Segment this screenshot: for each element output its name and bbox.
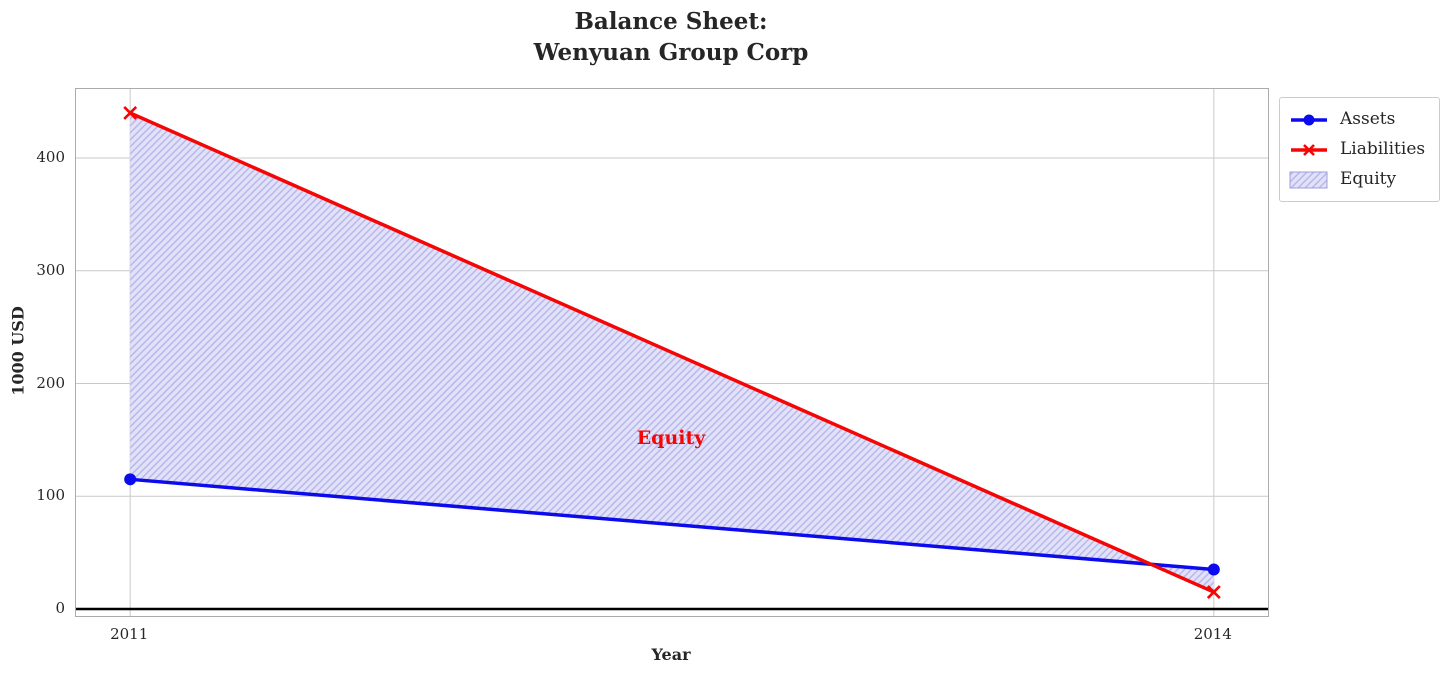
equity-annotation: Equity [636, 426, 706, 449]
y-tick-label: 100 [36, 486, 65, 505]
x-tick-label: 2011 [110, 625, 149, 643]
legend-label-assets: Assets [1340, 109, 1396, 129]
x-tick-label: 2014 [1193, 625, 1232, 643]
y-tick-label: 400 [36, 148, 65, 167]
y-tick-label: 200 [36, 373, 65, 392]
equity-hatch-sample-icon [1289, 171, 1328, 188]
legend-item-liabilities: Liabilities [1289, 137, 1425, 162]
x-axis-label: Year [651, 645, 691, 664]
liabilities-line-sample-icon [1291, 143, 1327, 156]
y-tick-label: 300 [36, 260, 65, 279]
data-series [123, 106, 1221, 599]
legend-item-assets: Assets [1289, 107, 1425, 132]
legend-item-equity: Equity [1289, 167, 1425, 192]
assets-line-sample-icon [1291, 114, 1327, 125]
legend: Assets Liabilities Equity [1279, 97, 1441, 202]
chart-title: Balance Sheet: Wenyuan Group Corp [533, 8, 809, 66]
plot-area [75, 88, 1269, 617]
legend-label-equity: Equity [1340, 169, 1397, 189]
legend-label-liabilities: Liabilities [1340, 139, 1426, 159]
chart-canvas [76, 89, 1268, 616]
equity-fill-area [130, 112, 1214, 593]
y-tick-label: 0 [55, 598, 65, 617]
